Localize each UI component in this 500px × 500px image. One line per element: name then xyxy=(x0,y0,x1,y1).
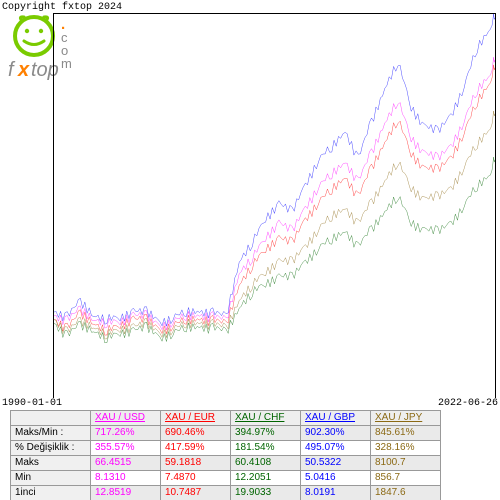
table-cell: 328.16% xyxy=(371,441,441,456)
chart-area xyxy=(53,13,496,398)
table-cell: 66.4515 xyxy=(91,456,161,471)
date-end: 2022-06-26 xyxy=(438,398,498,409)
table-cell: 355.57% xyxy=(91,441,161,456)
table-cell: 902.30% xyxy=(301,426,371,441)
table-cell: 50.5322 xyxy=(301,456,371,471)
table-cell: 690.46% xyxy=(161,426,231,441)
table-cell: 417.59% xyxy=(161,441,231,456)
table-cell: 7.4870 xyxy=(161,471,231,486)
table-cell: 181.54% xyxy=(231,441,301,456)
table-cell: 1847.6 xyxy=(371,486,441,500)
series-xau-jpy xyxy=(54,111,495,339)
series-xau-gbp xyxy=(54,14,495,326)
date-start: 1990-01-01 xyxy=(2,398,62,409)
table-cell: 856.7 xyxy=(371,471,441,486)
table-cell: 12.8519 xyxy=(91,486,161,500)
root: Copyright fxtop 2024 . c o m f x top 199… xyxy=(0,0,500,500)
table-cell: 60.4108 xyxy=(231,456,301,471)
table-cell: 845.61% xyxy=(371,426,441,441)
table-cell: 8100.7 xyxy=(371,456,441,471)
table-header[interactable]: XAU / CHF xyxy=(231,411,301,426)
table-corner xyxy=(11,411,91,426)
table-cell: 717.26% xyxy=(91,426,161,441)
row-label: Maks/Min : xyxy=(11,426,91,441)
series-xau-chf xyxy=(54,157,495,343)
row-label: Maks xyxy=(11,456,91,471)
table-cell: 495.07% xyxy=(301,441,371,456)
table-cell: 19.9033 xyxy=(231,486,301,500)
logo-f: f xyxy=(8,59,16,81)
table-header[interactable]: XAU / JPY xyxy=(371,411,441,426)
table-cell: 10.7487 xyxy=(161,486,231,500)
stats-table: XAU / USDXAU / EURXAU / CHFXAU / GBPXAU … xyxy=(10,410,441,500)
row-label: Min xyxy=(11,471,91,486)
chart-svg xyxy=(54,14,495,398)
copyright-text: Copyright fxtop 2024 xyxy=(2,2,122,13)
table-cell: 8.0191 xyxy=(301,486,371,500)
series-xau-eur xyxy=(54,65,495,335)
table-cell: 59.1818 xyxy=(161,456,231,471)
table-header[interactable]: XAU / GBP xyxy=(301,411,371,426)
row-label: % Değişiklik : xyxy=(11,441,91,456)
table-header[interactable]: XAU / EUR xyxy=(161,411,231,426)
table-cell: 394.97% xyxy=(231,426,301,441)
series-xau-usd xyxy=(54,57,495,330)
table-cell: 8.1310 xyxy=(91,471,161,486)
table-header[interactable]: XAU / USD xyxy=(91,411,161,426)
table-cell: 5.0416 xyxy=(301,471,371,486)
logo-x: x xyxy=(17,59,30,81)
row-label: 1inci xyxy=(11,486,91,500)
table-cell: 12.2051 xyxy=(231,471,301,486)
